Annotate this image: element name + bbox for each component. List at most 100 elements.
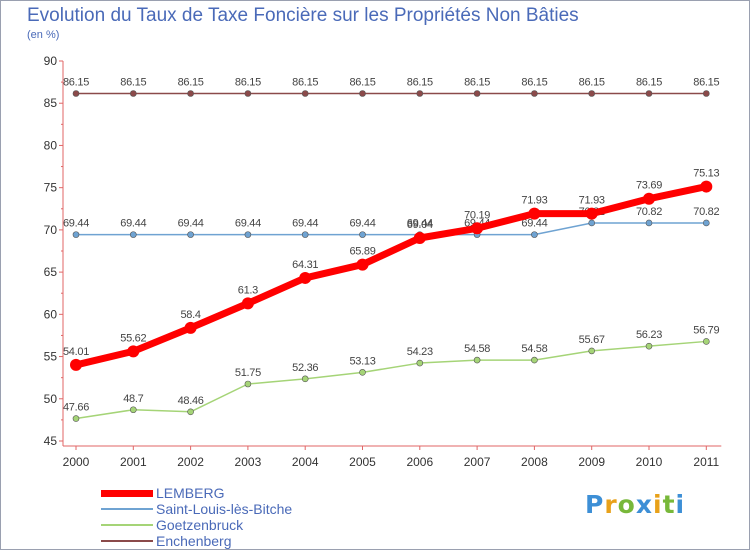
data-point-enchenberg [473, 90, 481, 97]
y-tick-label: 75 [44, 181, 58, 195]
data-label-enchenberg: 86.15 [407, 77, 433, 89]
data-point-enchenberg [416, 90, 424, 97]
data-label-saint-louis-l-s-bitche: 69.44 [120, 218, 146, 230]
data-point-enchenberg [359, 90, 366, 97]
data-point-goetzenbruck [702, 338, 710, 345]
data-label-lemberg: 55.62 [120, 332, 146, 344]
legend-label: Goetzenbruck [156, 517, 244, 533]
legend-swatch [101, 524, 153, 526]
data-point-saint-louis-l-s-bitche [301, 231, 309, 238]
data-label-enchenberg: 86.15 [693, 77, 719, 89]
x-tick-label: 2011 [693, 455, 719, 469]
data-point-goetzenbruck [473, 356, 481, 364]
data-label-enchenberg: 86.15 [178, 77, 204, 89]
data-label-enchenberg: 86.15 [292, 77, 318, 89]
logo-letter: x [635, 490, 653, 519]
data-point-saint-louis-l-s-bitche [72, 231, 80, 238]
legend-item-lemberg: LEMBERG [101, 485, 421, 501]
data-label-lemberg: 69.04 [407, 219, 433, 231]
x-tick-label: 2000 [63, 455, 90, 469]
x-tick-label: 2010 [636, 455, 663, 469]
data-label-goetzenbruck: 54.58 [521, 343, 547, 355]
data-label-lemberg: 71.93 [521, 195, 547, 207]
y-tick-label: 90 [44, 54, 58, 68]
series-goetzenbruck: 47.66 48.7 48.46 51.75 52.36 53.13 54.23 54.58 5… [63, 324, 720, 422]
legend-label: Saint-Louis-lès-Bitche [156, 501, 293, 517]
proxiti-logo: Proxiti [585, 490, 685, 519]
data-point-goetzenbruck [130, 406, 137, 414]
data-point-enchenberg [130, 90, 137, 97]
data-label-lemberg: 64.31 [292, 259, 318, 271]
x-tick-label: 2003 [235, 455, 262, 469]
x-tick-label: 2008 [521, 455, 548, 469]
data-label-enchenberg: 86.15 [464, 77, 490, 89]
data-label-lemberg: 58.4 [180, 309, 200, 321]
data-label-enchenberg: 86.15 [235, 77, 261, 89]
data-label-saint-louis-l-s-bitche: 69.44 [521, 218, 547, 230]
logo-letter: r [604, 490, 618, 519]
data-point-saint-louis-l-s-bitche [531, 231, 538, 238]
data-label-saint-louis-l-s-bitche: 69.44 [292, 218, 318, 230]
data-label-lemberg: 75.13 [693, 168, 719, 180]
y-tick-label: 50 [44, 392, 58, 406]
data-point-enchenberg [244, 90, 252, 97]
data-label-goetzenbruck: 48.46 [178, 395, 204, 407]
x-tick-label: 2006 [406, 455, 433, 469]
data-point-saint-louis-l-s-bitche [130, 231, 137, 238]
data-label-goetzenbruck: 52.36 [292, 362, 318, 374]
data-label-enchenberg: 86.15 [521, 77, 547, 89]
series-lemberg: 54.01 55.62 58.4 61.3 64.31 65.89 69.04 70.19 71… [63, 168, 720, 371]
legend-label: Enchenberg [156, 533, 232, 549]
data-point-lemberg [184, 321, 197, 334]
data-label-lemberg: 70.19 [464, 209, 490, 221]
x-tick-label: 2007 [464, 455, 491, 469]
logo-letter: t [662, 490, 676, 519]
data-point-goetzenbruck [244, 380, 252, 388]
y-tick-label: 65 [44, 265, 58, 279]
data-point-enchenberg [301, 90, 309, 97]
data-point-saint-louis-l-s-bitche [244, 231, 252, 238]
x-tick-label: 2005 [349, 455, 376, 469]
data-label-goetzenbruck: 51.75 [235, 367, 261, 379]
x-tick-label: 2001 [120, 455, 147, 469]
data-point-enchenberg [588, 90, 596, 97]
data-label-enchenberg: 86.15 [63, 77, 89, 89]
data-point-enchenberg [187, 90, 194, 97]
legend-item-goetzenbruck: Goetzenbruck [101, 517, 421, 533]
data-point-lemberg [585, 207, 598, 220]
series-line-saint-louis-l-s-bitche [75, 222, 708, 236]
data-label-saint-louis-l-s-bitche: 69.44 [349, 218, 375, 230]
data-point-goetzenbruck [531, 356, 538, 364]
data-label-enchenberg: 86.15 [579, 77, 605, 89]
data-point-lemberg [356, 258, 369, 271]
data-point-goetzenbruck [187, 408, 194, 416]
data-point-lemberg [299, 271, 312, 284]
y-tick-label: 70 [44, 223, 58, 237]
x-tick-label: 2009 [578, 455, 605, 469]
data-point-saint-louis-l-s-bitche [359, 231, 366, 238]
data-label-goetzenbruck: 56.79 [693, 324, 719, 336]
data-label-saint-louis-l-s-bitche: 69.44 [235, 218, 261, 230]
y-tick-label: 60 [44, 307, 58, 321]
data-label-enchenberg: 86.15 [349, 77, 375, 89]
data-point-saint-louis-l-s-bitche [702, 219, 710, 227]
logo-letter: i [675, 490, 686, 519]
data-point-goetzenbruck [645, 342, 653, 350]
data-point-goetzenbruck [359, 369, 366, 376]
logo-letter: P [585, 490, 605, 519]
data-label-goetzenbruck: 54.58 [464, 343, 490, 355]
chart-unit-label: (en %) [27, 29, 60, 41]
data-point-lemberg [528, 207, 541, 220]
y-tick-label: 55 [44, 350, 58, 364]
data-point-enchenberg [702, 90, 710, 97]
data-label-enchenberg: 86.15 [636, 77, 662, 89]
data-label-saint-louis-l-s-bitche: 70.82 [636, 206, 662, 218]
data-point-lemberg [241, 297, 254, 310]
data-label-goetzenbruck: 56.23 [636, 329, 662, 341]
data-point-enchenberg [531, 90, 538, 97]
data-label-saint-louis-l-s-bitche: 69.44 [63, 218, 89, 230]
data-label-lemberg: 65.89 [349, 246, 375, 258]
data-label-saint-louis-l-s-bitche: 69.44 [407, 218, 433, 230]
